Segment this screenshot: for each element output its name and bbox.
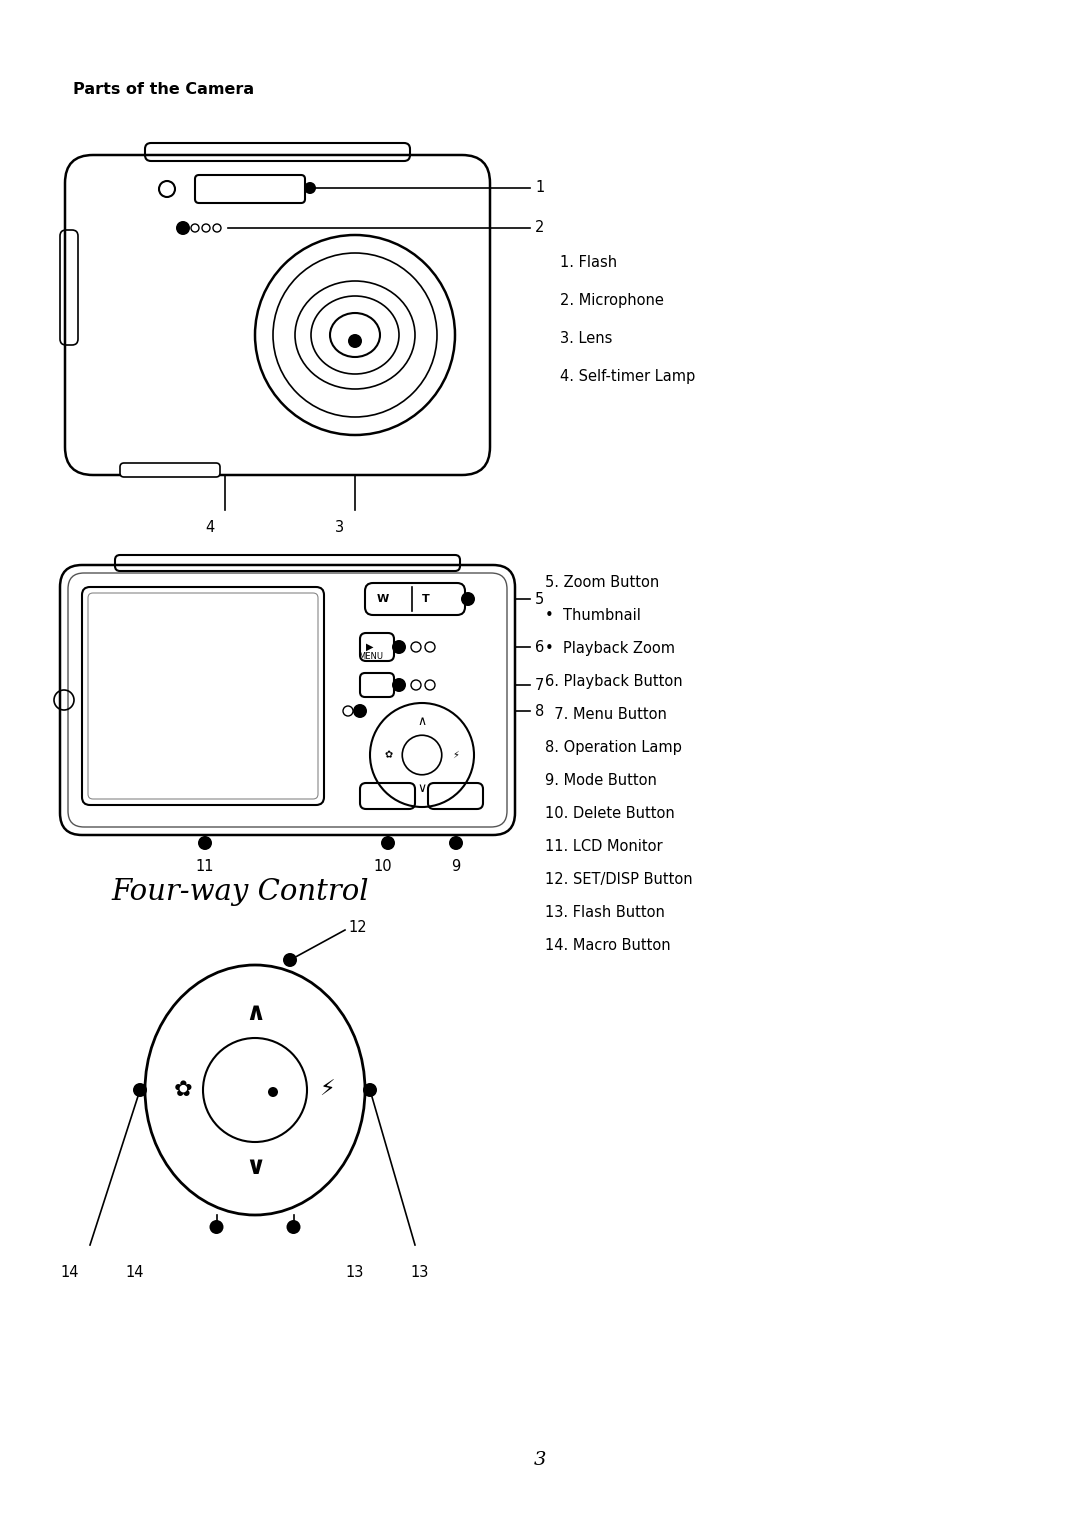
Text: 4. Self-timer Lamp: 4. Self-timer Lamp	[561, 370, 696, 383]
Text: MENU: MENU	[357, 652, 383, 661]
Text: 12: 12	[348, 921, 366, 936]
Text: 1: 1	[535, 180, 544, 195]
Text: 7. Menu Button: 7. Menu Button	[545, 707, 666, 722]
Circle shape	[461, 592, 475, 606]
Text: 7: 7	[535, 678, 544, 693]
Text: ✿: ✿	[174, 1080, 193, 1099]
Text: 3: 3	[336, 521, 345, 534]
Circle shape	[286, 1220, 300, 1234]
Text: Four-way Control: Four-way Control	[111, 878, 368, 906]
Text: ⚡: ⚡	[453, 750, 459, 760]
Text: 1. Flash: 1. Flash	[561, 255, 617, 270]
Text: ∨: ∨	[418, 782, 427, 796]
Text: 9: 9	[451, 860, 461, 873]
Text: 3: 3	[534, 1451, 546, 1469]
Text: DISP: DISP	[230, 1072, 270, 1087]
Text: 10. Delete Button: 10. Delete Button	[545, 806, 675, 822]
Circle shape	[303, 182, 316, 194]
Circle shape	[133, 1083, 147, 1096]
Text: DISP: DISP	[411, 744, 432, 753]
Text: 12. SET/DISP Button: 12. SET/DISP Button	[545, 872, 692, 887]
Text: 13: 13	[346, 1264, 364, 1280]
Text: W: W	[377, 594, 389, 605]
Text: 6: 6	[535, 640, 544, 655]
Text: 3. Lens: 3. Lens	[561, 331, 612, 347]
Text: 5. Zoom Button: 5. Zoom Button	[545, 576, 659, 589]
Text: 2. Microphone: 2. Microphone	[561, 293, 664, 308]
Text: T: T	[422, 594, 430, 605]
Text: 14. Macro Button: 14. Macro Button	[545, 938, 671, 953]
Text: 11: 11	[195, 860, 214, 873]
Text: 13. Flash Button: 13. Flash Button	[545, 906, 665, 919]
Text: 11. LCD Monitor: 11. LCD Monitor	[545, 838, 663, 854]
Circle shape	[203, 1038, 307, 1142]
Text: ∨: ∨	[245, 1156, 265, 1179]
Text: ∧: ∧	[418, 715, 427, 728]
Circle shape	[198, 835, 212, 851]
Text: 4: 4	[205, 521, 215, 534]
Text: ⚡: ⚡	[319, 1080, 335, 1099]
Text: ▶: ▶	[366, 641, 374, 652]
Text: 5: 5	[535, 591, 544, 606]
Text: SET: SET	[234, 1090, 266, 1106]
Text: 2: 2	[535, 220, 544, 235]
FancyBboxPatch shape	[120, 463, 220, 476]
Circle shape	[392, 678, 406, 692]
Circle shape	[210, 1220, 224, 1234]
Circle shape	[392, 640, 406, 654]
Text: 9. Mode Button: 9. Mode Button	[545, 773, 657, 788]
Circle shape	[353, 704, 367, 718]
Circle shape	[348, 334, 362, 348]
Circle shape	[449, 835, 463, 851]
Text: 6. Playback Button: 6. Playback Button	[545, 673, 683, 689]
Text: 14: 14	[125, 1264, 145, 1280]
Text: ∧: ∧	[245, 1000, 265, 1025]
Text: 8. Operation Lamp: 8. Operation Lamp	[545, 741, 681, 754]
Circle shape	[402, 734, 442, 774]
Circle shape	[176, 221, 190, 235]
Text: 10: 10	[374, 860, 392, 873]
Text: 8: 8	[535, 704, 544, 719]
Text: Parts of the Camera: Parts of the Camera	[73, 82, 254, 98]
Text: •  Thumbnail: • Thumbnail	[545, 608, 640, 623]
Text: ✿: ✿	[384, 750, 392, 760]
Text: SET: SET	[414, 756, 430, 765]
Circle shape	[283, 953, 297, 967]
Text: 13: 13	[410, 1264, 429, 1280]
Circle shape	[381, 835, 395, 851]
Circle shape	[363, 1083, 377, 1096]
Text: •  Playback Zoom: • Playback Zoom	[545, 641, 675, 657]
Circle shape	[268, 1087, 278, 1096]
Text: 14: 14	[60, 1264, 79, 1280]
